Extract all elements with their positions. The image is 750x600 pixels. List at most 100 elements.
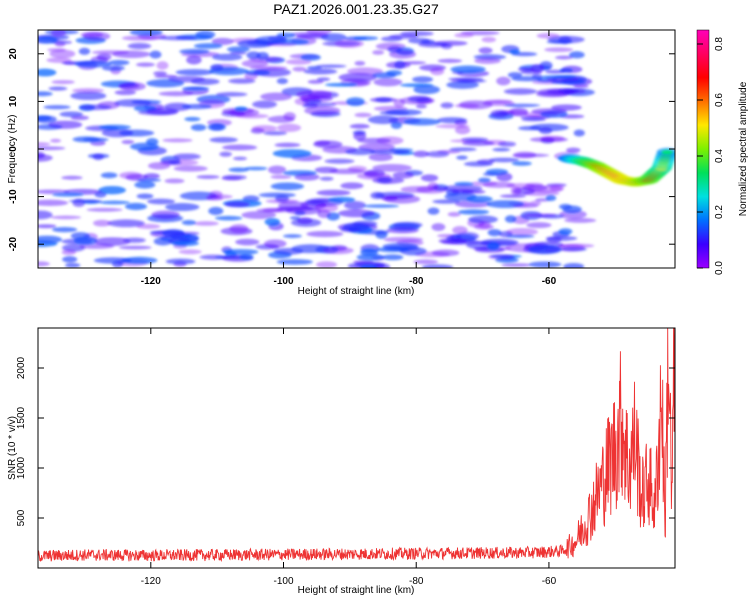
heatmap-noise-blob <box>79 104 112 111</box>
heatmap-noise-blob <box>546 88 586 95</box>
heatmap-noise-blob <box>513 203 539 208</box>
heatmap-noise-blob <box>359 264 378 268</box>
heatmap-noise-blob <box>356 253 385 261</box>
heatmap-noise-blob <box>283 112 296 121</box>
heatmap-noise-blob <box>93 219 112 227</box>
heatmap-noise-blob <box>549 184 565 192</box>
heatmap-noise-blob <box>264 239 287 248</box>
heatmap-noise-blob <box>403 118 441 126</box>
heatmap-noise-blob <box>149 50 162 59</box>
heatmap-noise-blob <box>437 58 463 63</box>
heatmap-noise-blob <box>521 117 546 122</box>
colorbar-tick-label: 0.8 <box>714 37 725 51</box>
heatmap-noise-blob <box>370 191 385 200</box>
heatmap-noise-blob <box>153 71 168 76</box>
heatmap-noise-blob <box>372 50 385 55</box>
snr-x-ticks: -120 -100 -80 -60 <box>141 328 557 587</box>
heatmap-noise-blob <box>215 215 243 221</box>
heatmap-noise-blob <box>478 47 493 54</box>
heatmap-noise-blob <box>509 49 521 55</box>
heatmap-noise-blob <box>483 172 500 176</box>
heatmap-noise-blob <box>372 164 412 172</box>
heatmap-noise-blob <box>399 83 434 88</box>
colorbar-ticks: 0.0 0.2 0.4 0.6 0.8 <box>697 37 725 275</box>
heatmap-noise-blob <box>68 199 103 203</box>
snr-x-tick-label: -100 <box>274 576 294 587</box>
heatmap-noise-blob <box>447 211 461 217</box>
heatmap-noise-blob <box>121 256 158 264</box>
heatmap-noise-blob <box>466 195 493 203</box>
chart-title: PAZ1.2026.001.23.35.G27 <box>273 1 439 17</box>
snr-y-tick-label: 1500 <box>16 406 27 429</box>
heatmap-noise-blob <box>496 76 511 86</box>
heatmap-noise-blob <box>165 258 196 265</box>
heatmap-noise-blob <box>163 102 192 112</box>
heatmap-noise-blob <box>38 199 69 207</box>
spectrogram-y-tick-label: 0 <box>8 146 19 152</box>
heatmap-noise-blob <box>121 139 135 145</box>
heatmap-noise-blob <box>324 83 358 87</box>
heatmap-noise-blob <box>389 49 417 59</box>
heatmap-noise-blob <box>228 167 249 173</box>
heatmap-noise-blob <box>229 51 247 55</box>
heatmap-noise-blob <box>244 72 258 80</box>
heatmap-noise-blob <box>162 138 193 143</box>
heatmap-noise-blob <box>38 189 70 195</box>
heatmap-noise-blob <box>482 100 516 107</box>
heatmap-noise-blob <box>526 222 552 229</box>
spectrogram-y-tick-label: -20 <box>8 237 19 252</box>
heatmap-noise-blob <box>558 228 573 235</box>
heatmap-noise-blob <box>478 177 491 183</box>
snr-plot-area <box>38 328 675 568</box>
snr-y-tick-label: 2000 <box>16 356 27 379</box>
snr-x-tick-label: -120 <box>141 576 161 587</box>
heatmap-noise-blob <box>300 53 321 61</box>
heatmap-noise-blob <box>173 153 201 160</box>
heatmap-noise-blob <box>566 147 581 153</box>
heatmap-cells <box>38 30 675 268</box>
heatmap-noise-blob <box>435 124 470 129</box>
heatmap-noise-blob <box>278 201 309 211</box>
heatmap-noise-blob <box>338 72 377 82</box>
heatmap-noise-blob <box>320 33 347 42</box>
heatmap-noise-blob <box>114 99 152 107</box>
heatmap-noise-blob <box>413 85 440 95</box>
heatmap-noise-blob <box>50 215 82 220</box>
spectrogram-y-tick-label: 10 <box>8 95 19 107</box>
heatmap-noise-blob <box>222 144 258 151</box>
heatmap-noise-blob <box>528 245 562 255</box>
heatmap-noise-blob <box>98 200 130 205</box>
heatmap-noise-blob <box>118 82 140 89</box>
heatmap-noise-blob <box>241 59 269 68</box>
heatmap-noise-blob <box>441 43 453 50</box>
heatmap-noise-blob <box>462 140 495 146</box>
heatmap-noise-blob <box>388 34 419 39</box>
heatmap-noise-blob <box>481 36 497 43</box>
heatmap-noise-blob <box>62 256 78 263</box>
heatmap-noise-blob <box>438 238 467 244</box>
heatmap-noise-blob <box>345 148 376 155</box>
heatmap-noise-blob <box>420 174 439 182</box>
heatmap-noise-blob <box>246 51 261 60</box>
heatmap-noise-blob <box>354 112 372 118</box>
heatmap-noise-blob <box>83 137 109 142</box>
heatmap-noise-blob <box>48 120 83 129</box>
heatmap-noise-blob <box>530 64 545 73</box>
heatmap-noise-blob <box>385 61 411 69</box>
heatmap-noise-blob <box>292 66 307 72</box>
heatmap-noise-blob <box>432 199 461 204</box>
colorbar-tick-label: 0.4 <box>714 149 725 163</box>
heatmap-noise-blob <box>121 35 160 41</box>
spectrogram-y-ticks: 20 10 0 -10 -20 <box>8 48 675 252</box>
spectrogram-x-label: Height of straight line (km) <box>298 286 415 297</box>
heatmap-noise-blob <box>50 30 67 37</box>
heatmap-noise-blob <box>171 240 200 247</box>
colorbar-tick-label: 0.0 <box>714 261 725 275</box>
heatmap-noise-blob <box>228 78 256 84</box>
heatmap-noise-blob <box>555 55 573 60</box>
heatmap-noise-blob <box>296 90 333 99</box>
heatmap-noise-blob <box>386 226 419 234</box>
heatmap-noise-blob <box>316 261 338 268</box>
snr-y-tick-label: 500 <box>16 509 27 526</box>
heatmap-noise-blob <box>412 76 433 83</box>
